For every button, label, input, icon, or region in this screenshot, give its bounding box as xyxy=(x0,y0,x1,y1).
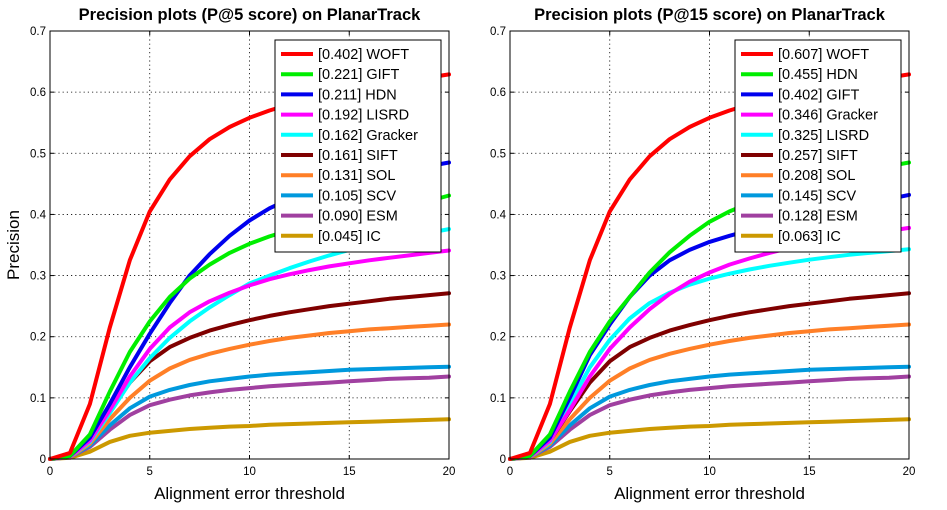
legend-entry: [0.128] ESM xyxy=(778,209,858,225)
x-tick-label: 0 xyxy=(507,466,513,478)
legend-entry: [0.192] LISRD xyxy=(318,108,409,124)
legend-entry: [0.346] Gracker xyxy=(778,108,878,124)
legend-entry: [0.607] WOFT xyxy=(778,47,869,63)
legend-entry: [0.161] SIFT xyxy=(318,148,398,164)
chart-title: Precision plots (P@15 score) on PlanarTr… xyxy=(534,6,886,24)
legend-entry: [0.105] SCV xyxy=(318,188,397,204)
series-line-scv xyxy=(48,364,451,461)
y-tick-label: 0.7 xyxy=(30,26,46,38)
y-tick-label: 0.6 xyxy=(490,87,506,99)
x-tick-label: 0 xyxy=(47,466,53,478)
series-line-esm xyxy=(48,374,451,461)
legend-entry: [0.131] SOL xyxy=(318,168,395,184)
series-line-sol xyxy=(48,322,451,461)
legend-entry: [0.145] SCV xyxy=(778,188,857,204)
x-tick-label: 15 xyxy=(343,466,356,478)
legend-entry: [0.208] SOL xyxy=(778,168,855,184)
legend-entry: [0.455] HDN xyxy=(778,67,858,83)
x-tick-label: 20 xyxy=(443,466,456,478)
x-axis-label: Alignment error threshold xyxy=(614,484,805,503)
axes-box xyxy=(49,30,450,460)
x-tick-label: 20 xyxy=(903,466,916,478)
series-line-ic xyxy=(48,417,451,461)
precision-plot-p5: Precision plots (P@5 score) on PlanarTra… xyxy=(4,6,456,503)
y-tick-label: 0.6 xyxy=(30,87,46,99)
y-tick-label: 0.1 xyxy=(490,393,506,405)
legend-entry: [0.090] ESM xyxy=(318,209,398,225)
legend-entry: [0.063] IC xyxy=(778,229,841,245)
series-line-esm xyxy=(508,374,911,461)
legend-entry: [0.045] IC xyxy=(318,229,381,245)
legend-entry: [0.325] LISRD xyxy=(778,128,869,144)
y-tick-label: 0.3 xyxy=(490,271,506,283)
legend-entry: [0.211] HDN xyxy=(318,87,397,103)
y-tick-label: 0.4 xyxy=(30,209,47,221)
legend-entry: [0.402] GIFT xyxy=(778,87,860,103)
x-tick-label: 10 xyxy=(703,466,716,478)
y-axis-label: Precision xyxy=(4,210,23,280)
x-tick-label: 5 xyxy=(147,466,153,478)
y-tick-label: 0.3 xyxy=(30,271,46,283)
legend-entry: [0.402] WOFT xyxy=(318,47,409,63)
y-tick-label: 0.4 xyxy=(490,209,507,221)
series-line-lisrd xyxy=(508,247,911,461)
chart-title: Precision plots (P@5 score) on PlanarTra… xyxy=(79,6,421,24)
y-tick-label: 0.7 xyxy=(490,26,506,38)
y-tick-label: 0.2 xyxy=(30,332,46,344)
legend: [0.607] WOFT [0.455] HDN [0.402] GIFT [0.34… xyxy=(734,39,902,253)
y-tick-label: 0 xyxy=(500,454,506,466)
series-line-sol xyxy=(508,322,911,461)
x-tick-label: 5 xyxy=(607,466,613,478)
legend: [0.402] WOFT [0.221] GIFT [0.211] HDN [0.19… xyxy=(274,39,442,253)
y-tick-label: 0 xyxy=(40,454,46,466)
precision-plot-p15: Precision plots (P@15 score) on PlanarTr… xyxy=(490,6,916,503)
y-tick-label: 0.5 xyxy=(490,148,506,160)
legend-entry: [0.221] GIFT xyxy=(318,67,400,83)
x-tick-label: 10 xyxy=(243,466,256,478)
x-axis-label: Alignment error threshold xyxy=(154,484,345,503)
y-tick-label: 0.1 xyxy=(30,393,46,405)
series-line-scv xyxy=(508,364,911,461)
legend-entry: [0.257] SIFT xyxy=(778,148,858,164)
axes-box xyxy=(509,30,910,460)
series-line-lisrd xyxy=(48,248,451,461)
y-tick-label: 0.2 xyxy=(490,332,506,344)
series-line-ic xyxy=(508,417,911,461)
legend-entry: [0.162] Gracker xyxy=(318,128,418,144)
y-tick-label: 0.5 xyxy=(30,148,46,160)
x-tick-label: 15 xyxy=(803,466,816,478)
